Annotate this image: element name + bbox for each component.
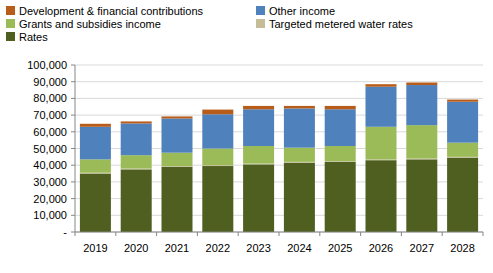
tick-label: 70,000	[33, 109, 67, 121]
x-tick	[75, 232, 76, 236]
chart: - 10,000 20,000 30,000 40,000 50,000 60,000 70,…	[0, 0, 493, 273]
tick	[71, 81, 75, 82]
bar	[325, 162, 356, 232]
x-tick-label: 2022	[206, 242, 230, 254]
bar	[80, 174, 111, 232]
bar	[284, 108, 315, 147]
tick-label: -	[63, 226, 67, 238]
bar	[243, 146, 274, 164]
bar	[243, 109, 274, 146]
bar	[243, 106, 274, 109]
bar	[80, 127, 111, 160]
tick	[71, 232, 75, 233]
x-tick	[115, 232, 116, 236]
tick	[71, 131, 75, 132]
bar	[406, 125, 437, 158]
tick-label: 60,000	[33, 126, 67, 138]
legend-label: Grants and subsidies income	[19, 18, 161, 30]
bar	[121, 123, 152, 155]
legend-swatch	[6, 32, 15, 41]
bar	[121, 155, 152, 168]
x-tick-label: 2023	[246, 242, 270, 254]
bar	[365, 127, 396, 160]
bar	[365, 87, 396, 127]
bar	[243, 164, 274, 232]
tick-label: 40,000	[33, 159, 67, 171]
bar	[202, 114, 233, 148]
x-tick	[197, 232, 198, 236]
tick-label: 50,000	[33, 143, 67, 155]
x-tick	[279, 232, 280, 236]
legend-swatch	[6, 6, 15, 15]
bar	[80, 124, 111, 127]
bar	[406, 85, 437, 125]
bar	[365, 84, 396, 87]
x-tick-label: 2021	[165, 242, 189, 254]
tick-label: 80,000	[33, 92, 67, 104]
bar	[121, 169, 152, 232]
bar	[202, 110, 233, 115]
tick-label: 30,000	[33, 176, 67, 188]
x-tick	[238, 232, 239, 236]
bar	[80, 159, 111, 172]
legend-swatch	[256, 6, 265, 15]
tick	[71, 98, 75, 99]
x-tick	[442, 232, 443, 236]
tick	[71, 115, 75, 116]
bar	[202, 166, 233, 232]
x-tick-label: 2028	[450, 242, 474, 254]
legend-label: Other income	[269, 5, 335, 17]
tick-label: 100,000	[27, 59, 67, 71]
bar	[406, 83, 437, 86]
bar	[284, 106, 315, 109]
bar	[447, 143, 478, 157]
legend-label: Development & financial contributions	[19, 5, 204, 17]
legend-swatch	[256, 19, 265, 28]
x-tick	[156, 232, 157, 236]
bar	[161, 153, 192, 166]
bar	[284, 148, 315, 162]
bar	[161, 116, 192, 118]
tick	[71, 165, 75, 166]
bar	[406, 159, 437, 232]
tick	[71, 181, 75, 182]
bar	[161, 118, 192, 152]
tick-label: 90,000	[33, 76, 67, 88]
bar	[447, 102, 478, 143]
tick	[71, 198, 75, 199]
bar	[121, 121, 152, 123]
grid-line	[75, 65, 483, 66]
tick	[71, 215, 75, 216]
y-axis	[75, 65, 76, 232]
x-tick	[319, 232, 320, 236]
x-tick	[483, 232, 484, 236]
bar	[161, 167, 192, 232]
bar	[202, 149, 233, 166]
legend-label: Rates	[19, 31, 48, 43]
x-tick-label: 2027	[410, 242, 434, 254]
legend-swatch	[6, 19, 15, 28]
x-tick-label: 2020	[124, 242, 148, 254]
x-tick-label: 2026	[369, 242, 393, 254]
bar	[365, 160, 396, 232]
x-tick-label: 2019	[83, 242, 107, 254]
x-tick-label: 2024	[287, 242, 311, 254]
tick-label: 10,000	[33, 209, 67, 221]
grid-line	[75, 81, 483, 82]
bar	[325, 146, 356, 161]
x-tick	[360, 232, 361, 236]
bars	[80, 83, 478, 232]
x-tick-label: 2025	[328, 242, 352, 254]
bar	[325, 109, 356, 146]
tick	[71, 65, 75, 66]
bar	[447, 100, 478, 102]
bar	[447, 158, 478, 232]
x-tick	[401, 232, 402, 236]
bar	[325, 106, 356, 109]
bar	[284, 163, 315, 232]
tick	[71, 148, 75, 149]
tick-label: 20,000	[33, 193, 67, 205]
legend-label: Targeted metered water rates	[269, 18, 413, 30]
